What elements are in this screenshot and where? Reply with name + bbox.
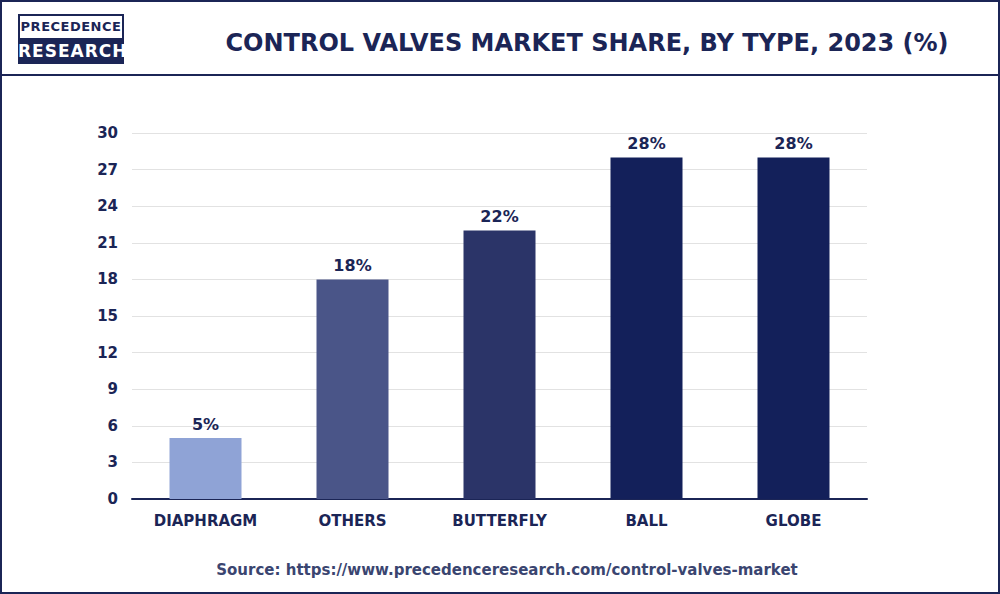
svg-text:18: 18 xyxy=(97,270,118,288)
svg-text:BALL: BALL xyxy=(625,512,668,530)
svg-text:6: 6 xyxy=(108,417,118,435)
svg-text:0: 0 xyxy=(108,490,118,508)
svg-text:OTHERS: OTHERS xyxy=(318,512,386,530)
svg-text:DIAPHRAGM: DIAPHRAGM xyxy=(154,512,258,530)
html-text:RESEARCH: RESEARCH xyxy=(18,41,128,61)
svg-text:30: 30 xyxy=(97,124,118,142)
svg-text:21: 21 xyxy=(97,234,118,252)
svg-text:GLOBE: GLOBE xyxy=(766,512,822,530)
svg-text:28%: 28% xyxy=(774,134,812,153)
svg-text:22%: 22% xyxy=(480,207,518,226)
svg-text:3: 3 xyxy=(108,453,118,471)
html-text:PRECEDENCE: PRECEDENCE xyxy=(20,19,122,34)
svg-text:27: 27 xyxy=(97,161,118,179)
svg-text:12: 12 xyxy=(97,344,118,362)
svg-text:CONTROL VALVES MARKET SHARE, B: CONTROL VALVES MARKET SHARE, BY TYPE, 20… xyxy=(225,29,948,57)
svg-text:15: 15 xyxy=(97,307,118,325)
svg-text:5%: 5% xyxy=(192,415,219,434)
svg-text:Source: https://www.precedence: Source: https://www.precedenceresearch.c… xyxy=(216,561,798,579)
svg-text:24: 24 xyxy=(97,197,118,215)
svg-text:BUTTERFLY: BUTTERFLY xyxy=(452,512,548,530)
svg-text:9: 9 xyxy=(108,380,118,398)
svg-text:28%: 28% xyxy=(627,134,665,153)
svg-text:18%: 18% xyxy=(333,256,371,275)
